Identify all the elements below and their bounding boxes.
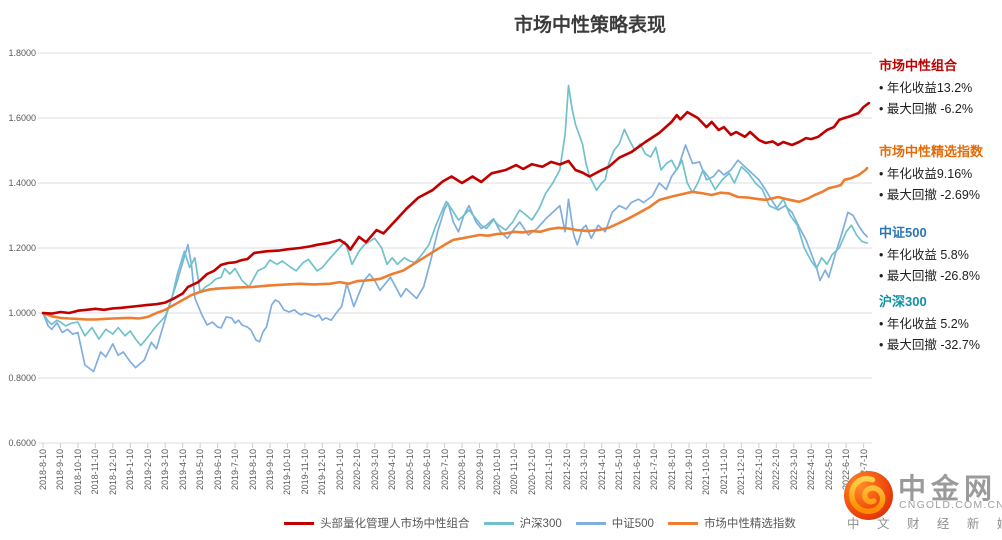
x-tick-label: 2021-5-10: [614, 449, 625, 491]
x-tick-label: 2019-6-10: [212, 449, 223, 491]
x-tick-label: 2019-10-10: [282, 449, 293, 496]
legend-line-swatch: [483, 521, 514, 525]
y-tick-label: 1.2000: [8, 243, 36, 253]
x-tick-label: 2022-4-10: [806, 449, 817, 491]
legend-item-csi300: 沪深300: [483, 515, 562, 531]
legend-line-swatch: [667, 521, 698, 525]
cngold-tagline: 中 文 财 经 新 媒 体: [847, 517, 1002, 531]
legend-item-csi500: 中证500: [575, 515, 654, 531]
cngold-brand-name: 中金网: [898, 473, 998, 504]
x-tick-label: 2021-1-10: [544, 449, 555, 491]
stats-group-csi500: 中证500 • 年化收益 5.8% • 最大回撤 -26.8%: [879, 222, 1002, 287]
x-tick-label: 2020-6-10: [422, 449, 433, 491]
x-tick-label: 2019-1-10: [125, 449, 136, 491]
x-tick-label: 2019-3-10: [160, 449, 171, 491]
series-line-沪深300: [42, 84, 868, 347]
series-line-中证500: [42, 144, 868, 373]
x-tick-label: 2020-11-10: [509, 449, 520, 495]
legend-item-neutral-portfolio: 头部量化管理人市场中性组合: [284, 515, 470, 531]
x-tick-label: 2020-1-10: [334, 449, 345, 491]
x-tick-label: 2020-9-10: [474, 449, 485, 491]
x-tick-label: 2022-3-10: [788, 449, 799, 491]
y-tick-label: 1.6000: [8, 113, 36, 123]
x-tick-label: 2020-5-10: [404, 449, 415, 491]
x-tick-label: 2019-8-10: [247, 449, 258, 491]
x-tick-label: 2018-10-10: [72, 449, 83, 496]
x-tick-label: 2020-2-10: [352, 449, 363, 491]
max-drawdown: • 最大回撤 -2.69%: [879, 188, 980, 202]
annualized-return: • 年化收益 5.8%: [879, 248, 969, 262]
legend-line-swatch: [284, 521, 315, 525]
x-tick-label: 2022-2-10: [771, 449, 782, 491]
series-line-头部量化管理人市场中性组合: [41, 101, 871, 315]
x-tick-label: 2020-8-10: [457, 449, 468, 491]
annualized-return: • 年化收益 5.2%: [879, 317, 969, 331]
max-drawdown: • 最大回撤 -32.7%: [879, 338, 980, 352]
x-tick-label: 2021-11-10: [718, 449, 729, 495]
y-tick-label: 1.4000: [8, 178, 36, 188]
x-tick-label: 2019-4-10: [177, 449, 188, 491]
x-tick-label: 2019-5-10: [195, 449, 206, 491]
series-line-市场中性精选指数: [41, 166, 869, 321]
x-tick-label: 2019-2-10: [142, 449, 153, 491]
x-tick-label: 2018-9-10: [55, 449, 66, 491]
legend-label: 市场中性精选指数: [703, 518, 796, 530]
y-tick-label: 1.8000: [8, 48, 36, 58]
bottom-legend: 头部量化管理人市场中性组合 沪深300 中证500 市场中性精选指数: [284, 515, 796, 531]
x-tick-label: 2021-2-10: [561, 449, 572, 491]
series-label: 市场中性组合: [879, 58, 958, 73]
legend-label: 头部量化管理人市场中性组合: [320, 518, 470, 530]
max-drawdown: • 最大回撤 -6.2%: [879, 102, 973, 116]
y-tick-label: 0.8000: [8, 373, 36, 383]
series-label: 沪深300: [879, 294, 927, 309]
x-tick-label: 2021-6-10: [631, 449, 642, 491]
stats-group-select-index: 市场中性精选指数 • 年化收益9.16% • 最大回撤 -2.69%: [879, 141, 1002, 206]
x-tick-label: 2019-11-10: [299, 449, 310, 495]
x-tick-label: 2022-1-10: [753, 449, 764, 491]
cngold-logo-icon: [844, 471, 893, 520]
legend-line-swatch: [575, 521, 606, 525]
series-label: 市场中性精选指数: [879, 144, 984, 159]
x-tick-label: 2019-9-10: [264, 449, 275, 491]
stats-group-csi300: 沪深300 • 年化收益 5.2% • 最大回撤 -32.7%: [879, 291, 1002, 356]
x-tick-label: 2021-9-10: [684, 449, 695, 491]
x-tick-label: 2019-12-10: [317, 449, 328, 496]
legend-item-select-index: 市场中性精选指数: [667, 515, 796, 531]
cngold-domain: CNGOLD.COM.CN: [899, 499, 1002, 511]
x-tick-label: 2021-8-10: [666, 449, 677, 491]
y-tick-label: 1.0000: [8, 308, 36, 318]
max-drawdown: • 最大回撤 -26.8%: [879, 269, 980, 283]
annualized-return: • 年化收益13.2%: [879, 81, 973, 95]
x-tick-label: 2021-12-10: [736, 449, 747, 496]
x-tick-label: 2022-5-10: [823, 449, 834, 491]
x-tick-label: 2021-4-10: [596, 449, 607, 491]
x-tick-label: 2018-11-10: [90, 449, 101, 495]
x-tick-label: 2019-7-10: [230, 449, 241, 491]
x-tick-label: 2020-4-10: [387, 449, 398, 491]
series-label: 中证500: [879, 225, 927, 240]
x-tick-label: 2018-12-10: [107, 449, 118, 496]
x-tick-label: 2020-10-10: [491, 449, 502, 496]
stats-group-neutral-portfolio: 市场中性组合 • 年化收益13.2% • 最大回撤 -6.2%: [879, 55, 1002, 120]
y-tick-label: 0.6000: [8, 438, 36, 448]
swirl-icon: [849, 476, 886, 514]
annualized-return: • 年化收益9.16%: [879, 167, 973, 181]
x-tick-label: 2021-7-10: [649, 449, 660, 491]
x-tick-label: 2021-10-10: [701, 449, 712, 496]
x-tick-label: 2020-3-10: [369, 449, 380, 491]
x-tick-label: 2020-7-10: [439, 449, 450, 491]
cngold-watermark: 中金网 CNGOLD.COM.CN 中 文 财 经 新 媒 体: [840, 466, 1002, 536]
legend-label: 中证500: [611, 518, 654, 530]
x-tick-label: 2018-8-10: [38, 449, 48, 491]
x-tick-label: 2020-12-10: [526, 449, 537, 496]
x-tick-label: 2021-3-10: [579, 449, 590, 491]
legend-label: 沪深300: [519, 518, 562, 530]
chart-title: 市场中性策略表现: [513, 15, 667, 36]
